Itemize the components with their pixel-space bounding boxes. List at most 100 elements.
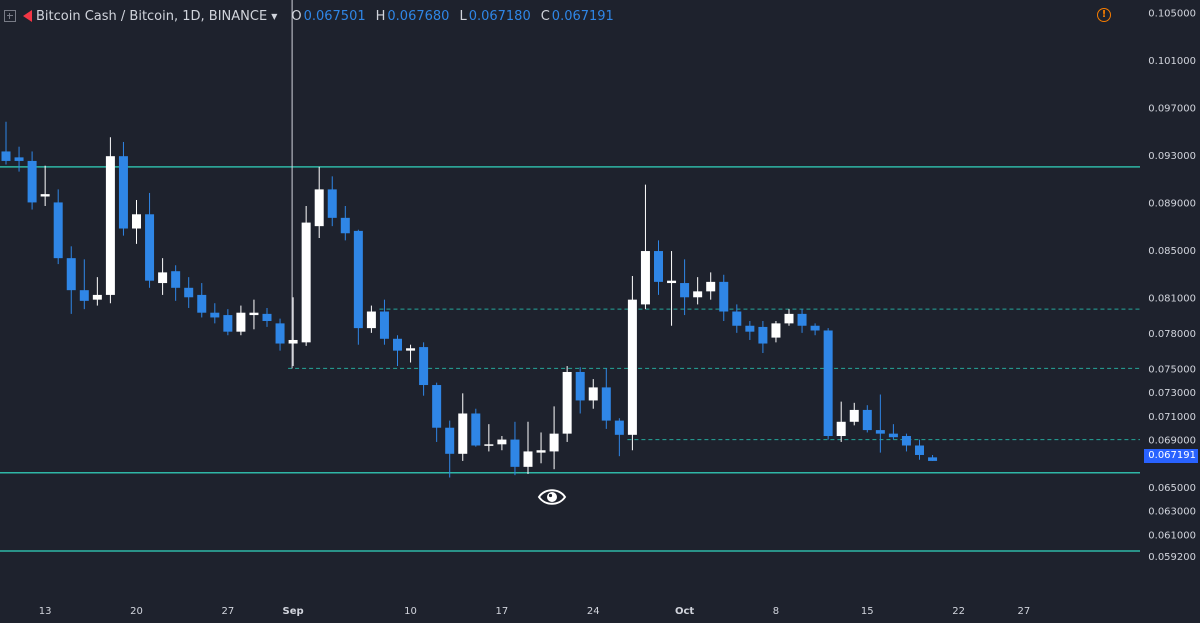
price-tick-label: 0.073000: [1148, 388, 1196, 399]
candle-body: [262, 313, 272, 321]
candle-body: [275, 323, 285, 344]
price-tick-label: 0.071000: [1148, 412, 1196, 423]
candle: [484, 424, 494, 452]
open-value: 0.067501: [303, 8, 366, 24]
candle-body: [432, 385, 442, 428]
candle: [654, 240, 663, 295]
candle: [14, 146, 24, 172]
candle-body: [158, 272, 168, 284]
time-tick-label: 15: [861, 606, 874, 617]
price-tick-label: 0.078000: [1148, 329, 1196, 340]
time-tick-label: 8: [773, 606, 779, 617]
candle-body: [510, 439, 520, 467]
candle-body: [66, 258, 76, 291]
candle-body: [849, 409, 859, 422]
price-tick-label: 0.065000: [1148, 483, 1196, 494]
candle-body: [836, 421, 846, 437]
symbol-title[interactable]: Bitcoin Cash / Bitcoin, 1D, BINANCE: [36, 8, 268, 24]
candle-body: [27, 160, 37, 203]
close-key: C: [540, 8, 550, 24]
candle: [575, 367, 585, 414]
candle: [601, 368, 611, 429]
high-key: H: [375, 8, 386, 24]
candle: [210, 303, 220, 324]
price-tick-label: 0.093000: [1148, 151, 1196, 162]
alert-circle-icon[interactable]: !: [1097, 8, 1111, 22]
candle: [432, 382, 442, 442]
horizontal-levels: [0, 166, 1140, 552]
candle-body: [797, 313, 807, 326]
candle: [862, 405, 872, 433]
candle-body: [667, 280, 677, 284]
candle-body: [445, 427, 455, 454]
candle-body: [197, 294, 207, 313]
square-plus-icon[interactable]: [4, 10, 16, 22]
candle-body: [693, 291, 703, 298]
candle: [719, 274, 729, 321]
candle: [810, 323, 820, 336]
close-value: 0.067191: [551, 8, 614, 24]
candle: [875, 394, 885, 453]
candle: [849, 402, 859, 426]
time-tick-label: 17: [496, 606, 509, 617]
candle: [105, 137, 115, 304]
candle-body: [888, 433, 898, 438]
candle-body: [627, 299, 637, 435]
candle-body: [523, 451, 533, 467]
candle-body: [327, 189, 337, 218]
candle: [40, 165, 50, 206]
candle: [223, 309, 233, 336]
candle-body: [184, 287, 194, 298]
time-tick-label: 27: [1018, 606, 1031, 617]
candle: [406, 344, 416, 363]
candle: [627, 275, 637, 451]
candle: [823, 328, 833, 440]
price-tick-label: 0.069000: [1148, 436, 1196, 447]
candle-body: [680, 283, 690, 298]
candle-body: [601, 387, 611, 421]
candle-body: [419, 347, 429, 386]
price-tick-label: 0.085000: [1148, 246, 1196, 257]
candle: [614, 418, 624, 457]
candle: [393, 335, 402, 367]
time-axis: 13 20 27 Sep 10 17 24 Oct 8 15 22 27: [39, 606, 1030, 617]
red-flag-icon[interactable]: [23, 10, 32, 22]
chevron-down-icon[interactable]: ▼: [271, 11, 278, 21]
candle-body: [588, 387, 598, 401]
candle-body: [915, 445, 924, 455]
candle: [262, 307, 272, 327]
candle: [66, 246, 76, 314]
candle-body: [379, 311, 389, 339]
eye-icon[interactable]: [537, 486, 567, 508]
candle-body: [393, 338, 402, 351]
candle: [288, 297, 298, 367]
candle: [419, 342, 429, 396]
candle: [249, 299, 259, 330]
price-tick-label: 0.059200: [1148, 552, 1196, 563]
candle: [745, 321, 755, 340]
candle: [92, 277, 102, 306]
candle-body: [862, 409, 872, 431]
candle: [497, 436, 507, 451]
candle-body: [288, 339, 298, 344]
candle-body: [575, 371, 585, 401]
chart-header: Bitcoin Cash / Bitcoin, 1D, BINANCE ▼ O …: [0, 0, 1140, 32]
candle-body: [353, 230, 363, 329]
candle-body: [236, 312, 246, 332]
time-tick-label: 20: [130, 606, 143, 617]
candle: [171, 265, 181, 301]
candle: [79, 259, 89, 310]
candle-body: [171, 271, 181, 288]
candle-body: [771, 323, 781, 338]
candle: [236, 305, 246, 336]
low-key: L: [459, 8, 467, 24]
candle: [145, 192, 155, 288]
candle: [888, 424, 898, 440]
candle: [366, 305, 376, 333]
candle: [27, 151, 37, 210]
time-tick-label: 13: [39, 606, 52, 617]
time-tick-label: 27: [221, 606, 234, 617]
candle-body: [340, 217, 350, 234]
candle: [184, 277, 194, 308]
